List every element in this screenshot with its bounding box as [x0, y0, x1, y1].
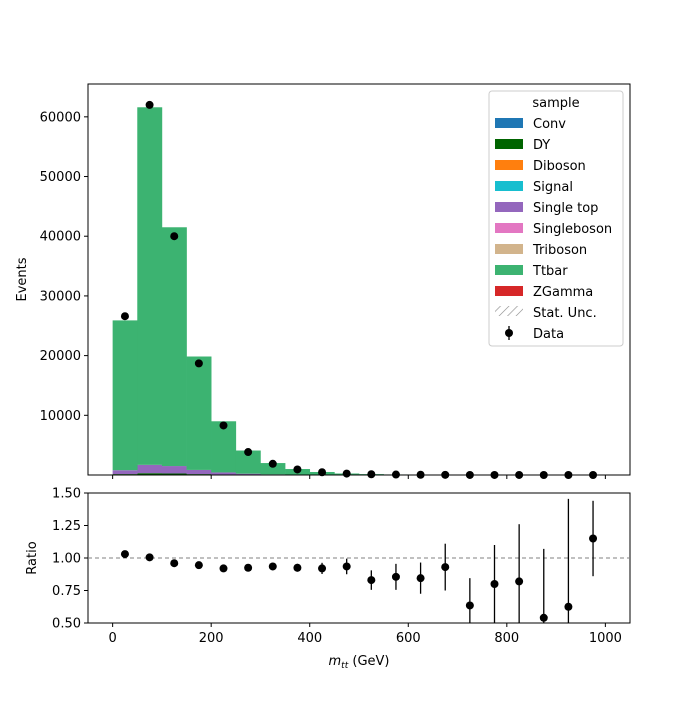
- ratio-point: [392, 573, 400, 581]
- ratio-point: [220, 564, 228, 572]
- y-tick-label: 30000: [40, 289, 81, 304]
- hist-bar: [113, 470, 138, 474]
- y-tick-label: 50000: [40, 170, 81, 185]
- legend-swatch: [495, 223, 523, 233]
- legend-swatch: [495, 160, 523, 170]
- x-tick-label: 0: [108, 631, 116, 646]
- ratio-point: [367, 576, 375, 584]
- legend-swatch: [495, 286, 523, 296]
- x-axis-label: mtt (GeV): [329, 654, 390, 671]
- hist-bar: [137, 465, 162, 473]
- legend-swatch: [495, 265, 523, 275]
- data-point: [293, 465, 301, 473]
- legend-label: Triboson: [532, 243, 587, 258]
- ratio-point: [589, 535, 597, 543]
- data-point: [170, 232, 178, 240]
- ratio-y-tick-label: 0.75: [52, 584, 81, 599]
- x-tick-label: 600: [396, 631, 421, 646]
- legend-label: Stat. Unc.: [533, 306, 597, 321]
- legend-label: Signal: [533, 180, 573, 195]
- hist-bar: [162, 466, 187, 473]
- legend-label: Single top: [533, 201, 598, 216]
- hist-bar: [187, 357, 212, 470]
- ratio-point: [318, 564, 326, 572]
- legend-label: Singleboson: [533, 222, 612, 237]
- ratio-point: [417, 574, 425, 582]
- x-tick-label: 800: [494, 631, 519, 646]
- y-axis-label: Events: [15, 257, 30, 301]
- hist-bar: [137, 107, 162, 465]
- legend-swatch: [495, 202, 523, 212]
- x-axis-label-unit: (GeV): [348, 654, 389, 669]
- legend-title: sample: [532, 96, 579, 111]
- ratio-point: [491, 580, 499, 588]
- x-tick-label: 400: [297, 631, 322, 646]
- hist-bar: [113, 320, 138, 470]
- ratio-y-tick-label: 1.00: [52, 552, 81, 567]
- ratio-panel: 0.50 0.75 1.00 1.25 1.50 0 200 400 600 800 1000 Rat…: [25, 487, 630, 701]
- ratio-points: [121, 499, 597, 700]
- legend: sample Conv DY Diboson Signal Single top Singl…: [489, 91, 623, 346]
- legend-swatch: [495, 139, 523, 149]
- ratio-point: [121, 550, 129, 558]
- data-point: [343, 470, 351, 478]
- legend-label: Ttbar: [532, 264, 568, 279]
- data-point: [220, 421, 228, 429]
- ratio-point: [441, 563, 449, 571]
- ratio-point: [244, 564, 252, 572]
- ratio-y-tick-label: 1.50: [52, 487, 81, 502]
- x-axis-label-symbol: m: [329, 654, 342, 669]
- legend-label: Diboson: [533, 159, 586, 174]
- ratio-point: [540, 614, 548, 622]
- data-point: [367, 470, 375, 478]
- ratio-point: [564, 603, 572, 611]
- legend-label: Conv: [533, 117, 566, 132]
- hist-bar: [211, 472, 236, 474]
- legend-swatch: [495, 181, 523, 191]
- y-tick-label: 20000: [40, 349, 81, 364]
- ratio-point: [170, 559, 178, 567]
- ratio-point: [195, 561, 203, 569]
- ratio-y-axis-label: Ratio: [25, 541, 40, 574]
- hist-bar: [187, 470, 212, 474]
- ratio-point: [293, 564, 301, 572]
- x-tick-label: 200: [199, 631, 224, 646]
- data-point: [269, 460, 277, 468]
- legend-label: Data: [533, 327, 564, 342]
- x-tick-label: 1000: [589, 631, 622, 646]
- ratio-y-tick-label: 0.50: [52, 617, 81, 632]
- ratio-point: [269, 562, 277, 570]
- legend-label: ZGamma: [533, 285, 593, 300]
- data-point: [244, 448, 252, 456]
- ratio-point: [343, 562, 351, 570]
- legend-swatch: [495, 244, 523, 254]
- legend-swatch: [495, 118, 523, 128]
- data-point: [195, 359, 203, 367]
- ratio-point: [515, 577, 523, 585]
- y-tick-label: 60000: [40, 110, 81, 125]
- ratio-point: [146, 553, 154, 561]
- ratio-frame: [88, 493, 630, 623]
- legend-label: DY: [533, 138, 550, 153]
- ratio-y-tick-label: 1.25: [52, 519, 81, 534]
- y-tick-label: 40000: [40, 230, 81, 245]
- hist-bar: [162, 227, 187, 466]
- ratio-point: [466, 601, 474, 609]
- legend-marker: [505, 329, 513, 337]
- legend-swatch-hatch: [495, 306, 523, 316]
- y-tick-label: 10000: [40, 409, 81, 424]
- data-point: [121, 312, 129, 320]
- data-point: [146, 101, 154, 109]
